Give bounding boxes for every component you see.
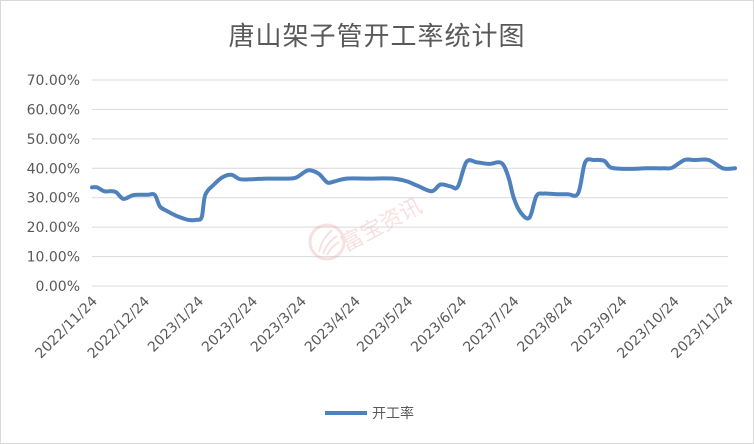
legend: 开工率 xyxy=(325,405,414,422)
series-layer xyxy=(90,157,737,223)
y-tick-label: 60.00% xyxy=(27,102,80,118)
x-tick-label: 2023/7/24 xyxy=(460,293,522,355)
y-tick-label: 10.00% xyxy=(27,250,80,266)
x-axis-ticks: 2022/11/242022/12/242023/1/242023/2/2420… xyxy=(32,293,736,361)
legend-label: 开工率 xyxy=(372,405,414,422)
y-tick-label: 30.00% xyxy=(27,191,80,207)
y-axis-ticks: 0.00% 10.00% 20.00% 30.00% 40.00% 50.00% 60.00… xyxy=(27,73,80,295)
watermark: 富宝资讯 xyxy=(308,194,427,261)
y-tick-label: 20.00% xyxy=(27,220,80,236)
x-tick-label: 2023/4/24 xyxy=(302,293,364,355)
series-line xyxy=(90,157,737,223)
x-tick-label: 2023/1/24 xyxy=(145,293,207,355)
y-tick-label: 0.00% xyxy=(36,279,80,295)
y-tick-label: 50.00% xyxy=(27,132,80,148)
gridlines xyxy=(92,79,728,287)
chart-title: 唐山架子管开工率统计图 xyxy=(228,22,526,52)
x-tick-label: 2023/6/24 xyxy=(408,293,470,355)
y-tick-label: 70.00% xyxy=(27,73,80,89)
x-tick-label: 2023/8/24 xyxy=(514,293,576,355)
x-tick-label: 2023/5/24 xyxy=(354,293,416,355)
y-tick-label: 40.00% xyxy=(27,161,80,177)
watermark-logo-icon xyxy=(308,223,346,261)
watermark-text: 富宝资讯 xyxy=(337,194,426,257)
